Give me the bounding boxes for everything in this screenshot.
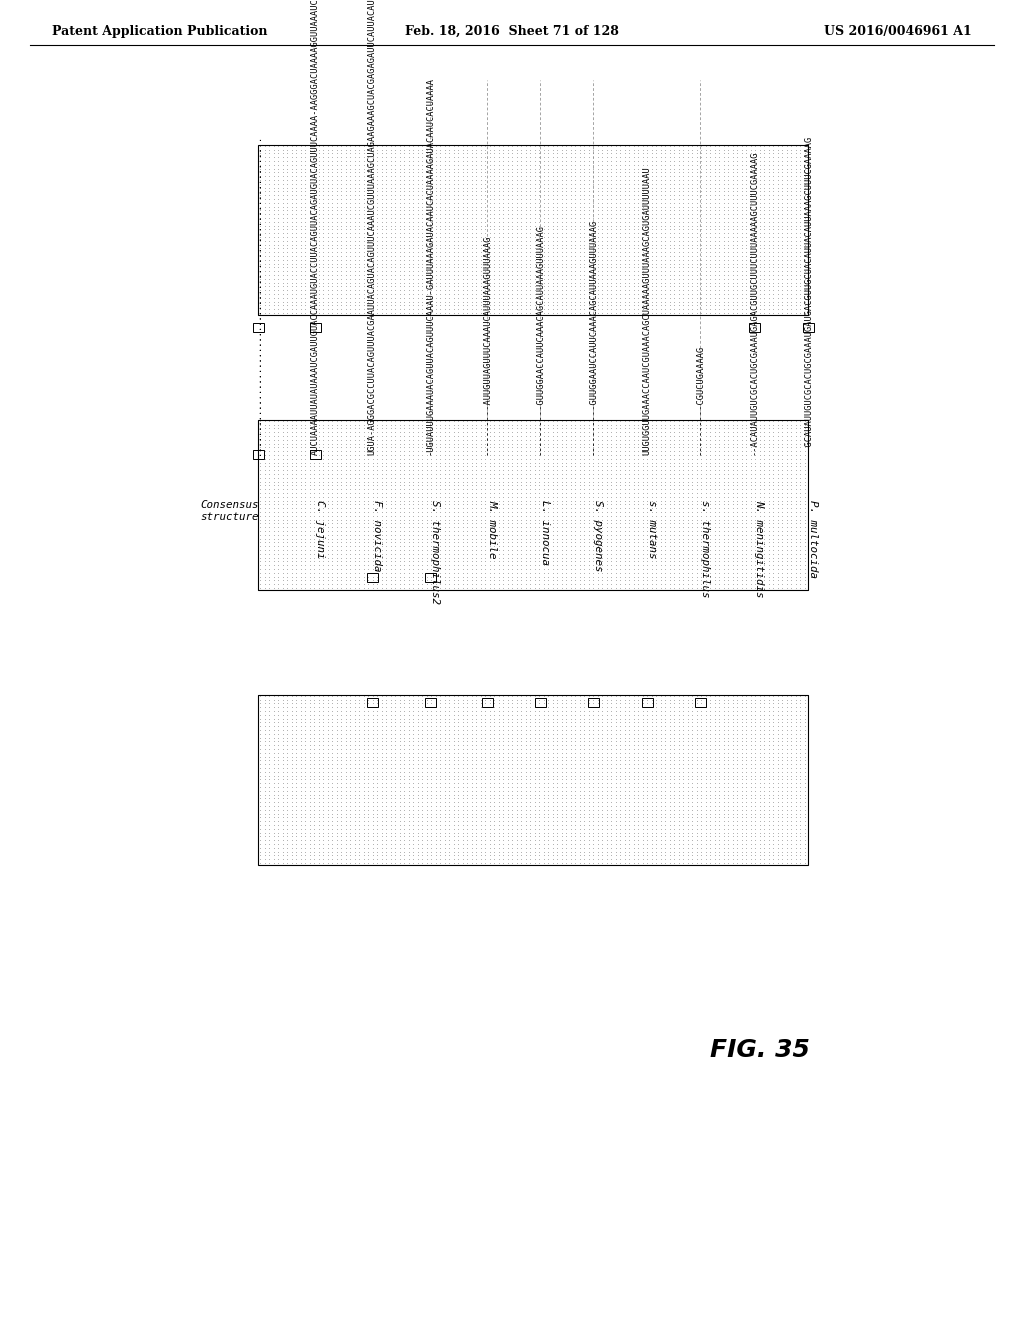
Text: -UGUAUUUGAAAUACAGUUACAGUUUCAAAU-GAUUUAAAGAUACAAUCACUAAAAGAUACAAUCACUAAAA: -UGUAUUUGAAAUACAGUUACAGUUUCAAAU-GAUUUAAA… xyxy=(426,77,434,455)
Text: Feb. 18, 2016  Sheet 71 of 128: Feb. 18, 2016 Sheet 71 of 128 xyxy=(406,25,618,38)
Bar xyxy=(641,697,652,706)
Bar xyxy=(258,696,808,865)
Bar xyxy=(253,322,263,331)
Text: s. mutans: s. mutans xyxy=(647,500,657,558)
Bar xyxy=(749,322,760,331)
Bar xyxy=(803,322,813,331)
Text: UUGUGGUUGAAACCAAUCGUAAACAGCUAAAAAGUUUAAAGCAGUGAUUUUUAAU: UUGUGGUUGAAACCAAUCGUAAACAGCUAAAAAGUUUAAA… xyxy=(642,166,651,455)
Text: FIG. 35: FIG. 35 xyxy=(710,1038,810,1063)
Text: --GCAUAUUGUCGCACUGCGAAAUGAUGACGUUGCUACAUUACAUUAAAGCUUUCGAAAAG: --GCAUAUUGUCGCACUGCGAAAUGAUGACGUUGCUACAU… xyxy=(804,135,812,455)
Bar xyxy=(253,450,263,458)
Text: ----------CGUCUGAAAAG: ----------CGUCUGAAAAG xyxy=(695,345,705,455)
Bar xyxy=(694,697,706,706)
Text: US 2016/0046961 A1: US 2016/0046961 A1 xyxy=(824,25,972,38)
Bar xyxy=(309,322,321,331)
Text: P. multocida: P. multocida xyxy=(808,500,818,578)
Bar xyxy=(367,573,378,582)
Text: ----------GUUGGAACCAUUCAAACAGCAUUAAAGUUUAAAG: ----------GUUGGAACCAUUCAAACAGCAUUAAAGUUU… xyxy=(536,224,545,455)
Text: C. jejuni: C. jejuni xyxy=(315,500,325,558)
Text: ----------GUUGGAAUCCAUUCAAACAGCAUUAAAGUUUAAAG: ----------GUUGGAAUCCAUUCAAACAGCAUUAAAGUU… xyxy=(589,219,597,455)
Text: UGUA-AGGGACGCCUUACAGUUUACGAAUUACAGUACAGUUUCAAAUCGUUUAAAGCUAGAAGAAAGCUACGAGAGAUUC: UGUA-AGGGACGCCUUACAGUUUACGAAUUACAGUACAGU… xyxy=(368,0,377,455)
Bar xyxy=(535,697,546,706)
Text: AUCUAAAAUUAUAUAAAUCGAUUGUACCAAAUGUACCUUACAGUUACAGAUGUACAGUUUCAAAA-AAGGGACUAAAAGG: AUCUAAAAUUAUAUAAAUCGAUUGUACCAAAUGUACCUUA… xyxy=(310,0,319,455)
Text: S. thermophilus2: S. thermophilus2 xyxy=(430,500,440,605)
Text: M. mobile: M. mobile xyxy=(487,500,497,558)
Bar xyxy=(588,697,598,706)
Text: F. novicida: F. novicida xyxy=(372,500,382,572)
Text: L. innocua: L. innocua xyxy=(540,500,550,565)
Text: ----------AUUGUUAGUUUCAAAUCAUUUAAAGUUUAAAG: ----------AUUGUUAGUUUCAAAUCAUUUAAAGUUUAA… xyxy=(482,235,492,455)
Text: --ACAUAUUGUCGCACUGCGAAAUGAGACGUUGCUUUCUUUAAAAAGCUUUCGAAAAG: --ACAUAUUGUCGCACUGCGAAAUGAGACGUUGCUUUCUU… xyxy=(750,150,759,455)
Bar xyxy=(367,697,378,706)
Text: ...........................................................: ........................................… xyxy=(254,145,262,455)
Bar xyxy=(425,697,435,706)
Text: Consensus
structure: Consensus structure xyxy=(200,500,258,521)
Text: S. pyogenes: S. pyogenes xyxy=(593,500,603,572)
Text: N. meningitidis: N. meningitidis xyxy=(754,500,764,598)
Bar xyxy=(309,450,321,458)
Bar xyxy=(481,697,493,706)
Text: s. thermophilus: s. thermophilus xyxy=(700,500,710,598)
Bar xyxy=(258,420,808,590)
Bar xyxy=(258,145,808,315)
Text: .............................................................: ........................................… xyxy=(254,135,262,455)
Text: Patent Application Publication: Patent Application Publication xyxy=(52,25,267,38)
Bar xyxy=(425,573,435,582)
